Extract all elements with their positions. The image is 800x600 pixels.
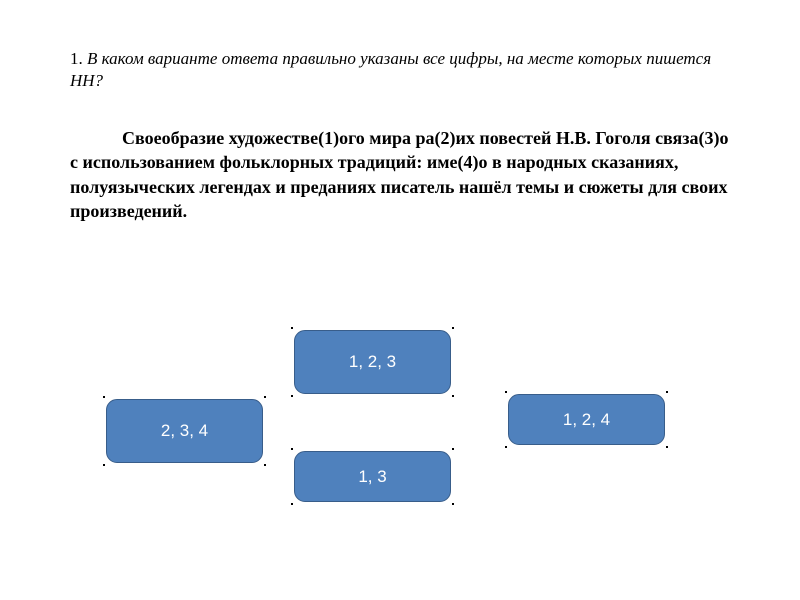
corner-dot (291, 503, 293, 505)
answer-label: 1, 3 (358, 467, 386, 487)
answers-area: 1, 2, 3 2, 3, 4 1, 2, 4 1, 3 (0, 0, 800, 600)
corner-dot (103, 396, 105, 398)
answer-option-a1[interactable]: 1, 2, 3 (294, 330, 451, 394)
corner-dot (666, 391, 668, 393)
answer-option-a2[interactable]: 2, 3, 4 (106, 399, 263, 463)
answer-label: 1, 2, 4 (563, 410, 610, 430)
corner-dot (452, 448, 454, 450)
corner-dot (264, 396, 266, 398)
corner-dot (291, 395, 293, 397)
answer-option-a4[interactable]: 1, 3 (294, 451, 451, 502)
corner-dot (291, 448, 293, 450)
corner-dot (505, 446, 507, 448)
corner-dot (264, 464, 266, 466)
answer-option-a3[interactable]: 1, 2, 4 (508, 394, 665, 445)
corner-dot (505, 391, 507, 393)
answer-label: 2, 3, 4 (161, 421, 208, 441)
corner-dot (452, 395, 454, 397)
answer-label: 1, 2, 3 (349, 352, 396, 372)
corner-dot (452, 503, 454, 505)
corner-dot (666, 446, 668, 448)
corner-dot (103, 464, 105, 466)
corner-dot (291, 327, 293, 329)
corner-dot (452, 327, 454, 329)
